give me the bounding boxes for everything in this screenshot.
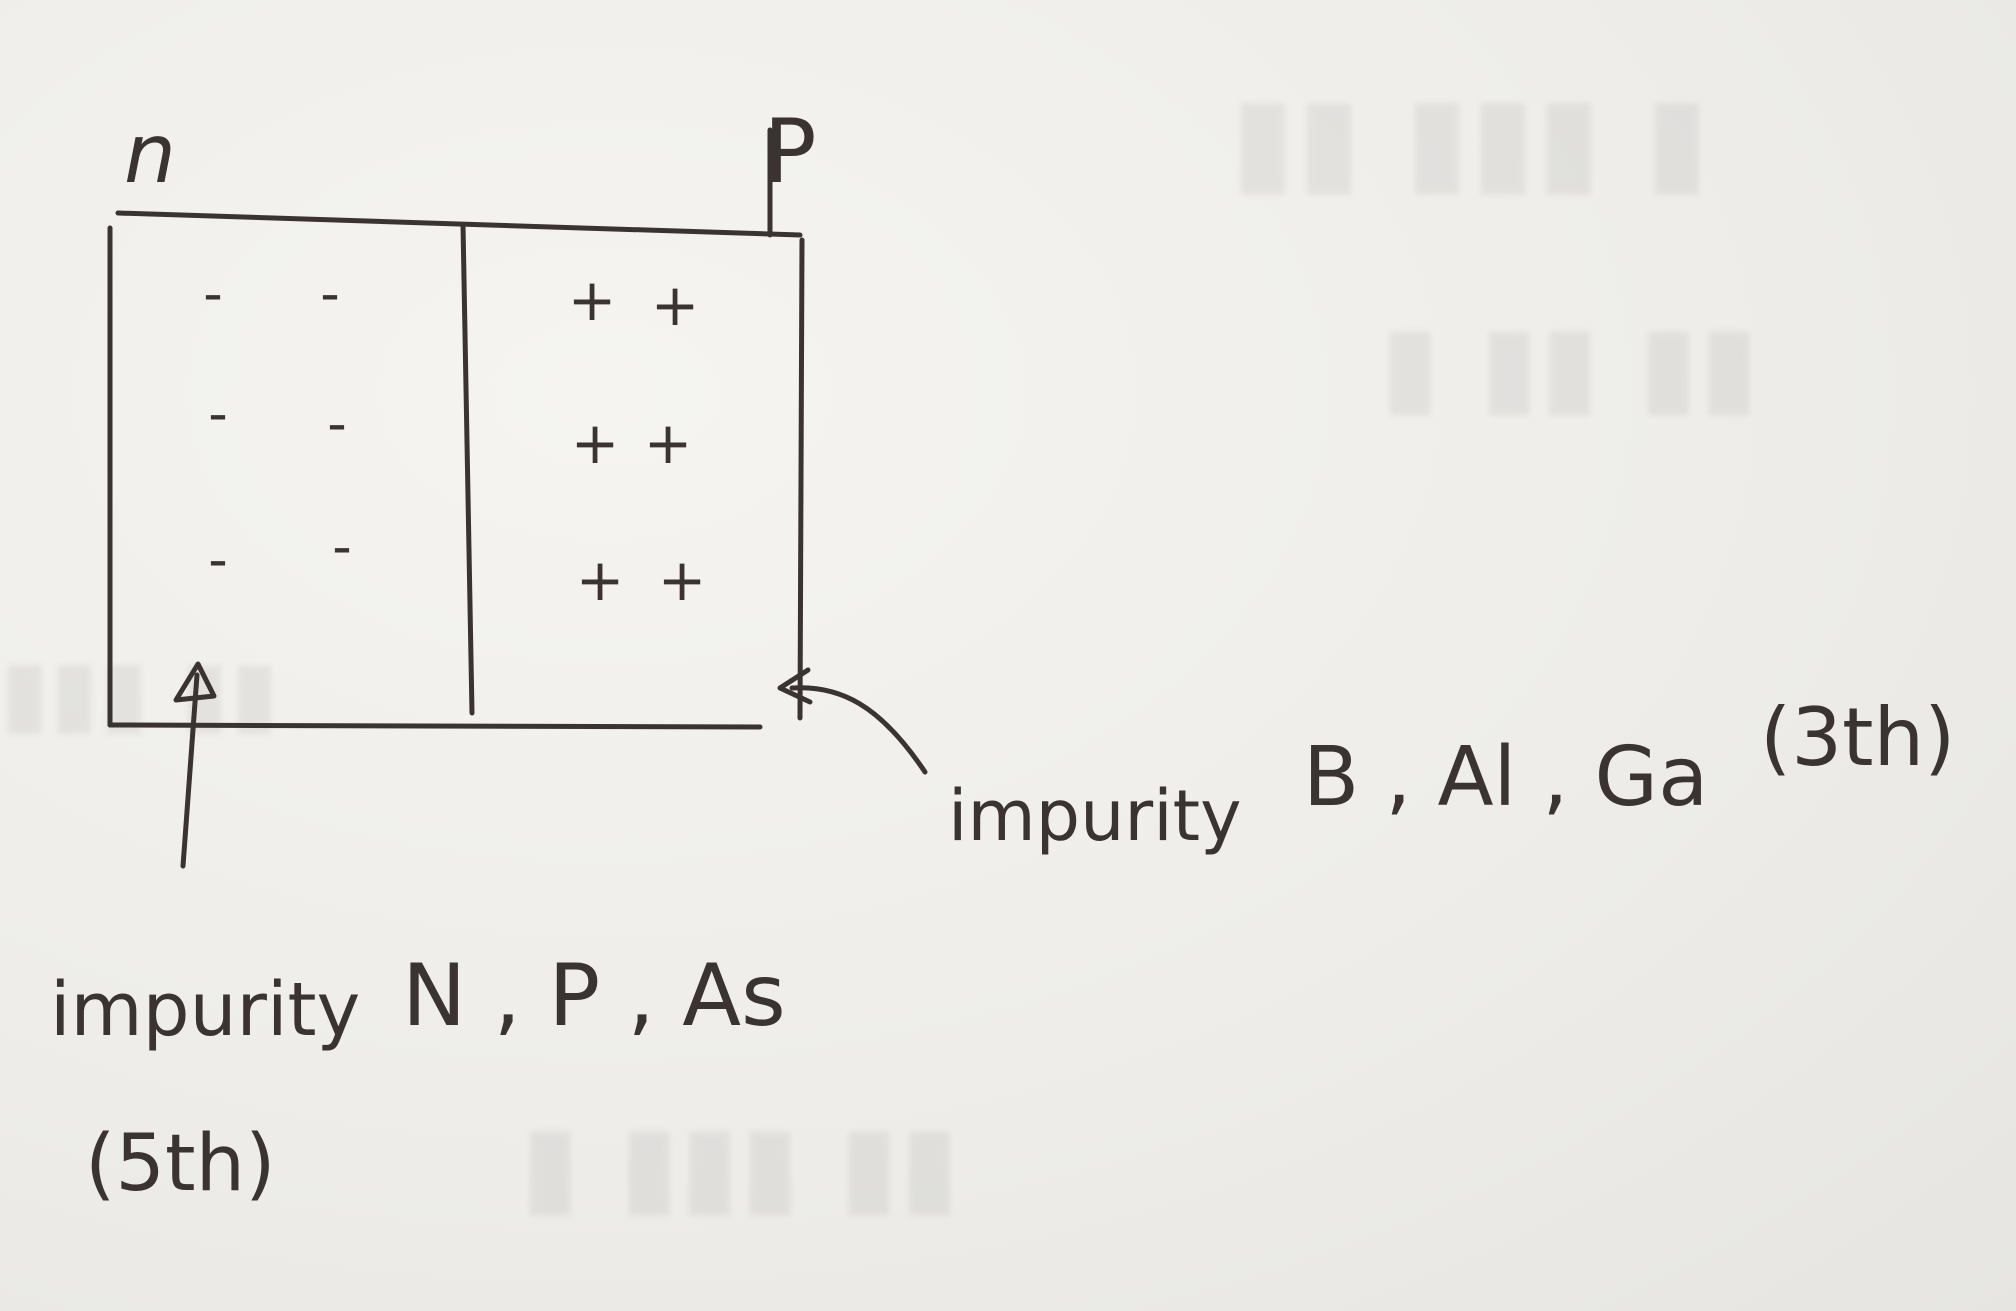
junction-divider xyxy=(460,222,475,716)
n-type-label: n xyxy=(124,107,176,202)
p-impurity-group: (3th) xyxy=(1760,691,1955,784)
negative-charge: - xyxy=(203,262,223,325)
p-region-charges: + + + + + + xyxy=(568,266,707,614)
box-right-edge xyxy=(797,237,805,721)
positive-charge: + xyxy=(576,546,625,614)
n-impurity-arrow-head xyxy=(173,661,217,703)
box-bottom-edge xyxy=(107,722,763,730)
n-impurity-elements: N , P , As xyxy=(402,946,786,1046)
positive-charge: + xyxy=(571,409,620,477)
p-impurity-text: impurity xyxy=(948,775,1242,857)
positive-charge: + xyxy=(651,271,700,339)
positive-charge: + xyxy=(658,546,707,614)
p-type-label: P xyxy=(763,100,816,203)
positive-charge: + xyxy=(568,266,617,334)
box-top-edge xyxy=(115,210,803,238)
negative-charge: - xyxy=(332,515,352,578)
n-region-charges: - - - - - - xyxy=(203,262,352,591)
p-impurity-annotation: impurity B , Al , Ga (3th) xyxy=(948,691,1955,857)
n-impurity-arrow-shaft xyxy=(180,672,200,869)
negative-charge: - xyxy=(208,382,228,445)
negative-charge: - xyxy=(327,392,347,455)
p-impurity-arrow-head xyxy=(777,667,813,705)
n-impurity-group: (5th) xyxy=(85,1119,276,1209)
negative-charge: - xyxy=(320,262,340,325)
p-impurity-elements: B , Al , Ga xyxy=(1303,730,1708,825)
p-impurity-arrow-shaft xyxy=(789,685,928,775)
positive-charge: + xyxy=(644,409,693,477)
negative-charge: - xyxy=(208,528,228,591)
n-impurity-text: impurity xyxy=(50,967,360,1053)
n-impurity-annotation: impurity N , P , As (5th) xyxy=(50,946,786,1209)
